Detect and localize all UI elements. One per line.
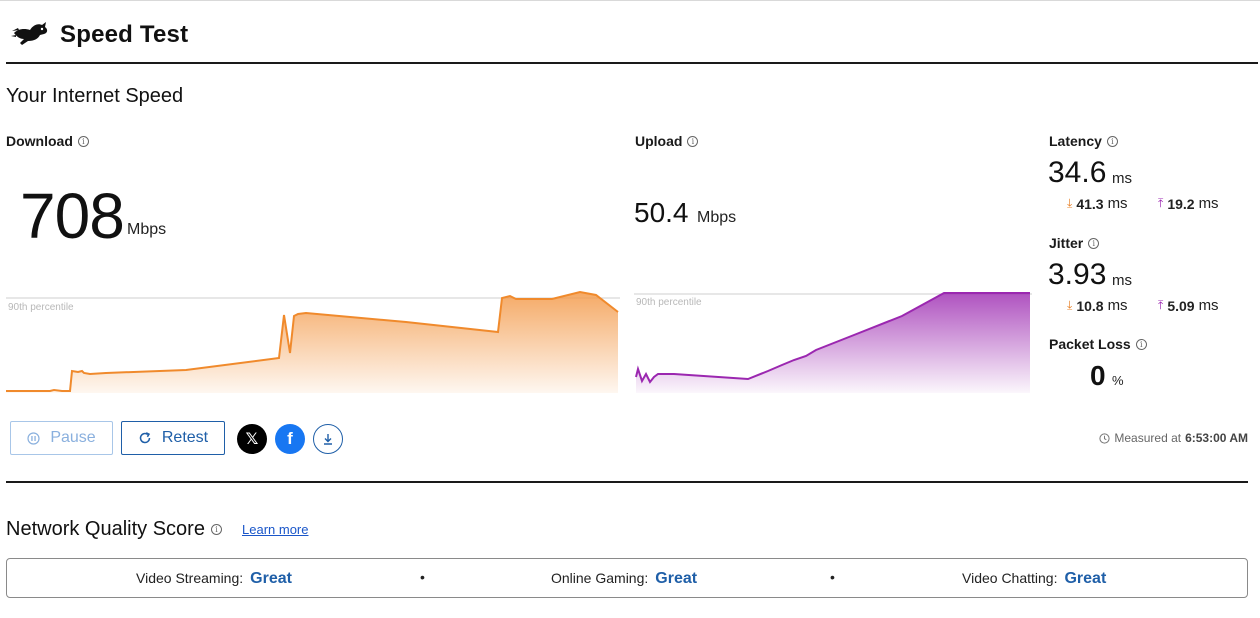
section-title-speed: Your Internet Speed (6, 85, 184, 107)
upload-label-text: Upload (635, 133, 683, 149)
packet-loss-label-text: Packet Loss (1049, 336, 1131, 352)
packet-loss-label: Packet Loss i (1049, 336, 1147, 352)
jitter-upload-value: 5.09 (1167, 297, 1195, 314)
download-label: Download i (6, 133, 89, 149)
quality-item-rating: Great (1064, 570, 1107, 587)
quality-item-video-chatting: Video Chatting: Great (962, 570, 1106, 588)
x-logo-icon: 𝕏 (245, 431, 259, 448)
upload-arrow-icon: ⤒ (1158, 196, 1164, 210)
separator-dot: • (420, 569, 425, 585)
latency-value: 34.6 (1048, 156, 1107, 189)
jitter-download: ⤓ 10.8 ms (1067, 297, 1128, 314)
app-title: Speed Test (60, 21, 189, 48)
download-percentile-label: 90th percentile (8, 302, 74, 313)
download-arrow-icon: ⤓ (1067, 196, 1073, 210)
learn-more-link[interactable]: Learn more (242, 522, 309, 537)
download-speed-value: 708 (20, 180, 125, 252)
download-speed-chart: 90th percentile (6, 290, 620, 393)
latency-upload: ⤒ 19.2 ms (1158, 195, 1219, 212)
jitter-download-unit: ms (1107, 297, 1128, 314)
quality-item-label: Video Chatting: (962, 570, 1058, 586)
jitter-upload: ⤒ 5.09 ms (1158, 297, 1219, 314)
quality-item-rating: Great (250, 570, 292, 587)
download-label-text: Download (6, 133, 73, 149)
pause-button-label: Pause (50, 429, 96, 446)
pause-button[interactable]: Pause (10, 421, 113, 455)
upload-label: Upload i (635, 133, 699, 149)
latency-download-unit: ms (1107, 195, 1128, 212)
jitter-upload-unit: ms (1198, 297, 1219, 314)
latency-unit: ms (1112, 170, 1132, 187)
jitter-label: Jitter i (1049, 235, 1100, 251)
pause-icon (27, 431, 40, 445)
measured-at-prefix: Measured at (1114, 431, 1182, 445)
jitter-download-value: 10.8 (1076, 297, 1104, 314)
retest-button-label: Retest (161, 429, 209, 446)
share-facebook-button[interactable]: f (275, 424, 305, 454)
download-line (6, 290, 619, 392)
quality-item-online-gaming: Online Gaming: Great (551, 570, 697, 588)
jitter-unit: ms (1112, 272, 1132, 289)
network-quality-panel: Video Streaming: Great • Online Gaming: … (6, 558, 1248, 598)
measured-at: Measured at 6:53:00 AM (1099, 431, 1248, 445)
app-header: Speed Test (0, 1, 1260, 63)
info-icon[interactable]: i (687, 135, 699, 147)
separator-dot: • (830, 569, 835, 585)
upload-area (636, 293, 1030, 393)
upload-percentile-label: 90th percentile (636, 297, 702, 308)
upload-speed-value: 50.4 (634, 197, 689, 228)
refresh-icon (139, 432, 151, 444)
latency-label: Latency i (1049, 133, 1118, 149)
quality-item-rating: Great (655, 570, 698, 587)
clock-icon (1099, 432, 1110, 444)
download-area (6, 292, 618, 393)
packet-loss-unit: % (1112, 373, 1124, 388)
info-icon[interactable]: i (1106, 135, 1118, 147)
download-speed-unit: Mbps (127, 221, 167, 238)
quality-item-label: Video Streaming: (136, 570, 244, 586)
info-icon[interactable]: i (1135, 338, 1147, 350)
latency-download: ⤓ 41.3 ms (1067, 195, 1128, 212)
latency-upload-unit: ms (1198, 195, 1219, 212)
network-quality-title: Network Quality Score i (6, 518, 222, 541)
info-icon[interactable]: i (210, 524, 222, 535)
info-icon[interactable]: i (1088, 237, 1100, 249)
facebook-icon: f (287, 429, 293, 448)
latency-download-value: 41.3 (1076, 195, 1104, 212)
header-divider (6, 62, 1258, 64)
share-x-button[interactable]: 𝕏 (237, 424, 267, 454)
download-arrow-icon: ⤓ (1067, 298, 1073, 312)
latency-label-text: Latency (1049, 133, 1102, 149)
measured-at-time: 6:53:00 AM (1185, 431, 1248, 445)
download-icon (324, 434, 332, 445)
top-border (0, 0, 1260, 1)
upload-arrow-icon: ⤒ (1158, 298, 1164, 312)
retest-button[interactable]: Retest (121, 421, 225, 455)
upload-speed-chart: 90th percentile (634, 292, 1032, 393)
upload-speed-unit: Mbps (697, 209, 737, 226)
quality-item-video-streaming: Video Streaming: Great (136, 570, 292, 588)
download-results-button[interactable] (313, 424, 343, 454)
quality-item-label: Online Gaming: (551, 570, 649, 586)
packet-loss-value: 0 (1090, 360, 1106, 391)
section-divider (6, 481, 1248, 483)
network-quality-title-text: Network Quality Score (6, 518, 205, 540)
latency-upload-value: 19.2 (1167, 195, 1195, 212)
jitter-label-text: Jitter (1049, 235, 1084, 251)
upload-line (635, 292, 1030, 384)
running-rabbit-icon (11, 22, 48, 45)
jitter-value: 3.93 (1048, 258, 1107, 291)
info-icon[interactable]: i (77, 135, 89, 147)
